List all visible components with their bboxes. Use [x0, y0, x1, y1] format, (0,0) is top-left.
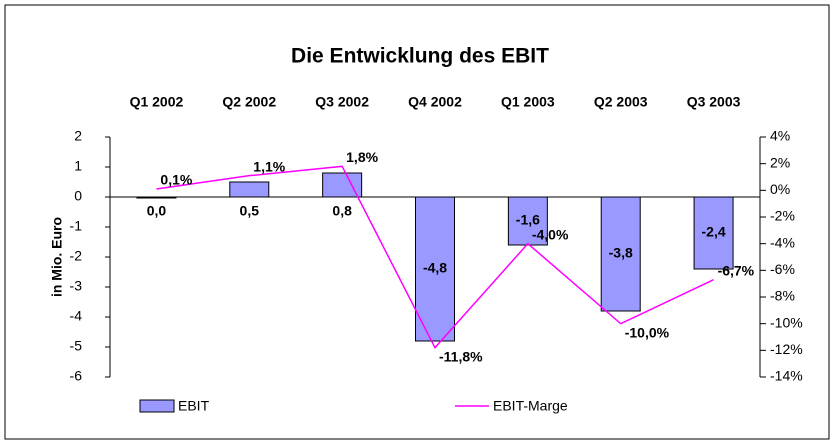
- x-tick-label: Q1 2003: [501, 94, 555, 110]
- bar: [600, 196, 641, 312]
- line: [156, 165, 714, 349]
- legend-label: EBIT-Marge: [493, 398, 568, 414]
- y-axis-label: in Mio. Euro: [49, 217, 65, 297]
- x-tick-label: Q2 2003: [594, 94, 648, 110]
- y-tick-label: 0: [74, 188, 82, 204]
- x-tick-label: Q3 2003: [687, 94, 741, 110]
- x-tick-label: Q4 2002: [408, 94, 462, 110]
- line-value-label: 1,1%: [253, 158, 285, 174]
- y2-tick-label: 0%: [770, 181, 790, 197]
- line-value-label: 0,1%: [160, 172, 192, 188]
- legend-swatch: [139, 399, 175, 413]
- y2-tick-label: -8%: [770, 288, 795, 304]
- line-value-label: -10,0%: [625, 324, 670, 340]
- y-tick-label: -4: [70, 308, 83, 324]
- x-tick-label: Q3 2002: [315, 94, 369, 110]
- legend-label: EBIT: [178, 398, 210, 414]
- x-tick-label: Q1 2002: [130, 94, 184, 110]
- y2-tick-label: -10%: [770, 314, 803, 330]
- y2-tick-label: 4%: [770, 128, 790, 144]
- y-tick-label: -6: [70, 368, 83, 384]
- bar: [507, 196, 548, 246]
- y2-tick-label: -4%: [770, 234, 795, 250]
- bar: [229, 181, 270, 198]
- y2-tick-label: 2%: [770, 154, 790, 170]
- bar-value-label: -2,4: [702, 224, 726, 240]
- y-tick-label: -1: [70, 218, 83, 234]
- line-value-label: -11,8%: [439, 348, 483, 364]
- x-tick-label: Q2 2002: [222, 94, 276, 110]
- line-value-label: -4,0%: [532, 226, 569, 242]
- bar: [693, 196, 734, 270]
- bar-value-label: -1,6: [516, 212, 540, 228]
- bar-value-label: 0,0: [147, 203, 167, 219]
- chart-title: Die Entwicklung des EBIT: [291, 45, 549, 68]
- bar: [415, 196, 455, 342]
- bar: [322, 172, 363, 198]
- bar-value-label: -4,8: [423, 260, 447, 276]
- y-tick-label: -2: [70, 248, 83, 264]
- y2-tick-label: -2%: [770, 208, 795, 224]
- bar: [136, 196, 177, 199]
- line-value-label: 1,8%: [346, 149, 378, 165]
- bar-value-label: 0,8: [332, 203, 352, 219]
- y2-tick-label: -14%: [770, 368, 803, 384]
- y2-tick-label: -6%: [770, 261, 795, 277]
- y2-tick-label: -12%: [770, 341, 803, 357]
- bar-value-label: -3,8: [609, 245, 633, 261]
- y-tick-label: 2: [74, 128, 82, 144]
- line-value-label: -6,7%: [718, 262, 755, 278]
- y-tick-label: 1: [74, 158, 82, 174]
- y-tick-label: -5: [70, 338, 83, 354]
- y-tick-label: -3: [70, 278, 83, 294]
- bar-value-label: 0,5: [240, 203, 260, 219]
